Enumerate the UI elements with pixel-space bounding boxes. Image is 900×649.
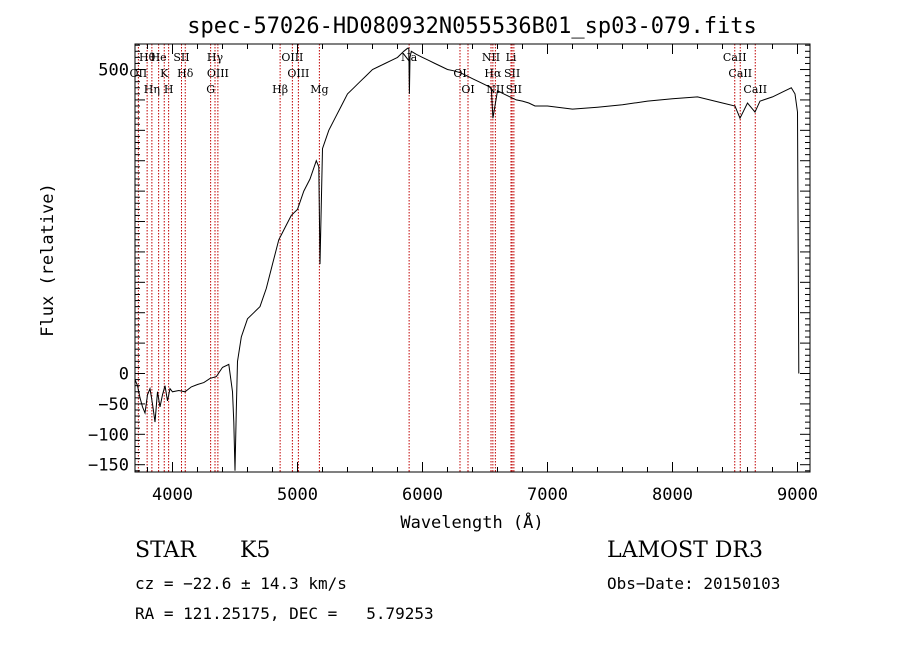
line-label: Hα xyxy=(484,67,502,80)
line-label: OIII xyxy=(287,67,309,80)
line-label: SII xyxy=(504,67,520,80)
x-axis-ticks: 4000 5000 6000 7000 8000 9000 xyxy=(147,44,818,505)
line-label: OIII xyxy=(207,67,229,80)
line-label: H xyxy=(164,83,174,96)
line-label: G xyxy=(206,83,215,96)
line-label: OII xyxy=(130,67,148,80)
y-tick-label: 0 xyxy=(119,365,129,385)
y-axis-label: Flux (relative) xyxy=(38,183,58,337)
observation-date: Obs−Date: 20150103 xyxy=(607,574,781,593)
y-tick-label: −100 xyxy=(88,425,129,445)
line-label: Li xyxy=(506,51,517,64)
spectrum-line xyxy=(134,47,800,471)
line-label: Mg xyxy=(310,83,328,96)
object-class: STAR xyxy=(135,538,196,563)
emission-line-labels: HθOIIHηHeKHSIIHδGHγOIIIHβOIIIOIIIMgNaOIO… xyxy=(130,51,768,96)
line-label: SII xyxy=(506,83,522,96)
x-tick-label: 9000 xyxy=(777,485,818,505)
line-label: OI xyxy=(461,83,474,96)
x-tick-label: 7000 xyxy=(527,485,568,505)
line-label: Hγ xyxy=(207,51,224,64)
line-label: He xyxy=(151,51,167,64)
y-tick-label: −50 xyxy=(98,395,129,415)
y-tick-label: −150 xyxy=(88,456,129,476)
survey-name: LAMOST DR3 xyxy=(607,538,763,563)
line-label: CaII xyxy=(728,67,752,80)
line-label: K xyxy=(160,67,169,80)
line-label: CaII xyxy=(743,83,767,96)
x-tick-label: 5000 xyxy=(277,485,318,505)
object-subclass: K5 xyxy=(240,538,271,563)
x-tick-label: 8000 xyxy=(652,485,693,505)
line-label: Hθ xyxy=(139,51,156,64)
x-axis-label: Wavelength (Å) xyxy=(400,511,543,533)
line-label: OIII xyxy=(281,51,303,64)
line-label: SII xyxy=(173,51,189,64)
y-tick-label: 500 xyxy=(98,61,129,81)
emission-line-markers xyxy=(137,44,756,472)
y-axis-ticks: −150 −100 −50 0 500 xyxy=(88,44,810,476)
line-label: Hβ xyxy=(272,83,288,96)
line-label: Hη xyxy=(144,83,160,96)
line-label: NII xyxy=(486,83,504,96)
chart-title: spec-57026-HD080932N055536B01_sp03-079.f… xyxy=(187,14,757,39)
line-label: Hδ xyxy=(177,67,194,80)
line-label: OI xyxy=(453,67,466,80)
x-tick-label: 4000 xyxy=(152,485,193,505)
coordinates-readout: RA = 121.25175, DEC = 5.79253 xyxy=(135,604,434,623)
line-label: CaII xyxy=(723,51,747,64)
x-tick-label: 6000 xyxy=(402,485,443,505)
redshift-readout: cz = −22.6 ± 14.3 km/s xyxy=(135,574,347,593)
line-label: NII xyxy=(482,51,500,64)
